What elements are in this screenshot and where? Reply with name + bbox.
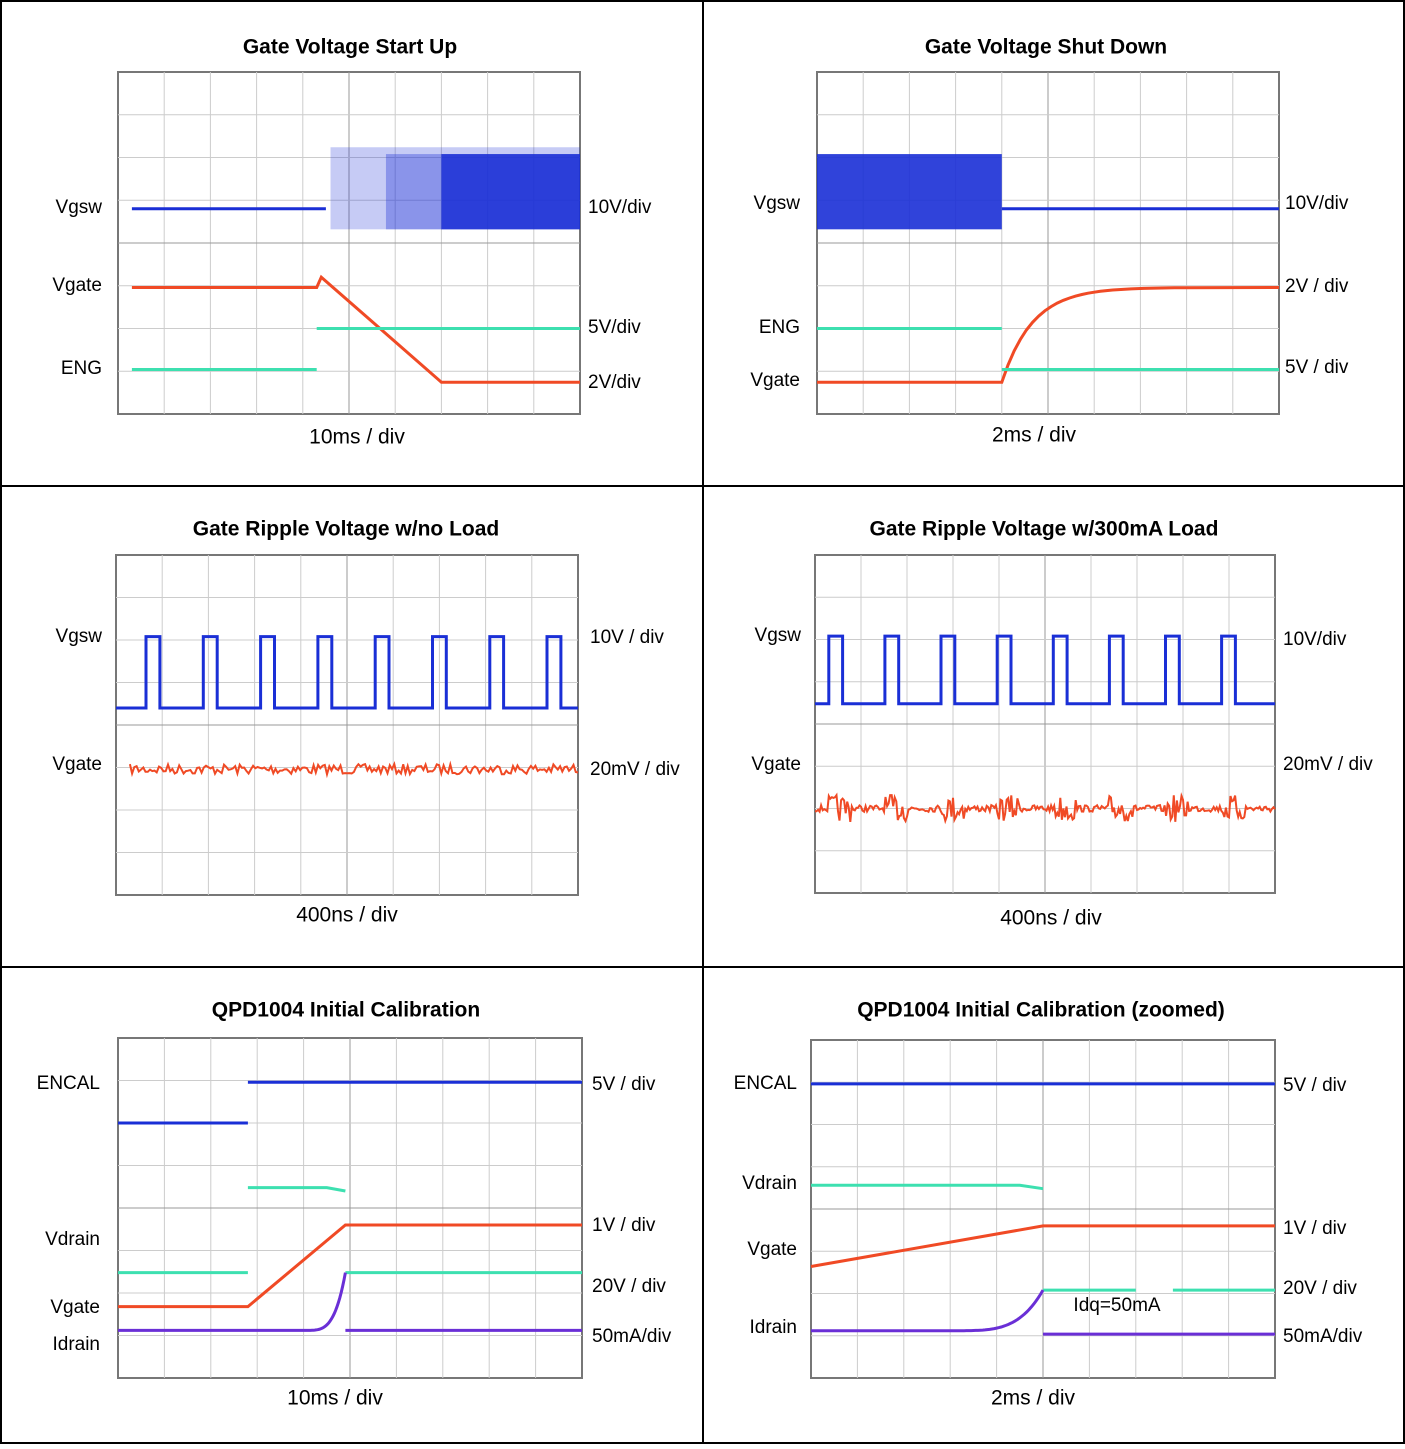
scale-label: 5V / div xyxy=(1285,357,1349,378)
scale-label: 10V/div xyxy=(1285,193,1349,214)
timebase-label: 2ms / div xyxy=(991,1387,1076,1410)
channel-label: Vgate xyxy=(52,754,102,775)
channel-label: Vgsw xyxy=(56,197,103,218)
channel-label: Vgate xyxy=(750,370,800,391)
timebase-label: 2ms / div xyxy=(992,424,1077,447)
panel-title: Gate Voltage Shut Down xyxy=(925,36,1167,59)
figure: Gate Voltage Start Up Vgsw Vgate ENG 10V/div… xyxy=(0,0,1405,1444)
channel-label: Vdrain xyxy=(45,1229,100,1250)
scale-label: 10V/div xyxy=(588,197,652,218)
trace-band xyxy=(441,154,580,229)
channel-label: Vgsw xyxy=(755,625,802,646)
scale-label: 20V / div xyxy=(1283,1278,1357,1299)
scale-label: 1V / div xyxy=(592,1215,656,1236)
trace-band xyxy=(817,154,1002,229)
panel-title: QPD1004 Initial Calibration xyxy=(212,999,480,1022)
channel-label: Vgate xyxy=(747,1239,797,1260)
scope-screen xyxy=(815,555,1275,893)
channel-label: Vgate xyxy=(50,1297,100,1318)
panel-title: Gate Voltage Start Up xyxy=(243,36,457,59)
panel-title: QPD1004 Initial Calibration (zoomed) xyxy=(857,999,1225,1022)
panel-title: Gate Ripple Voltage w/no Load xyxy=(193,518,499,541)
scale-label: 5V / div xyxy=(1283,1075,1347,1096)
channel-label: Idrain xyxy=(749,1317,797,1338)
scope-screen xyxy=(116,555,578,895)
annotation: Idq=50mA xyxy=(1073,1295,1160,1316)
channel-label: Vgate xyxy=(52,275,102,296)
scale-label: 50mA/div xyxy=(1283,1326,1363,1347)
channel-label: ENG xyxy=(61,358,102,379)
timebase-label: 400ns / div xyxy=(296,904,398,927)
scale-label: 50mA/div xyxy=(592,1326,672,1347)
scale-label: 10V/div xyxy=(1283,629,1347,650)
scale-label: 2V / div xyxy=(1285,276,1349,297)
scale-label: 1V / div xyxy=(1283,1218,1347,1239)
scope-screen xyxy=(811,1040,1275,1378)
channel-label: Vgate xyxy=(751,754,801,775)
panel-title: Gate Ripple Voltage w/300mA Load xyxy=(870,518,1219,541)
channel-label: Vdrain xyxy=(742,1173,797,1194)
channel-label: ENCAL xyxy=(734,1073,797,1094)
timebase-label: 10ms / div xyxy=(309,426,405,449)
scale-label: 20V / div xyxy=(592,1276,666,1297)
scale-label: 5V/div xyxy=(588,317,641,338)
scale-label: 2V/div xyxy=(588,372,641,393)
scale-label: 20mV / div xyxy=(590,759,680,780)
scope-screen xyxy=(118,1038,582,1378)
channel-label: ENCAL xyxy=(37,1073,100,1094)
scope-screen xyxy=(118,72,580,414)
channel-label: Vgsw xyxy=(56,626,103,647)
scale-label: 5V / div xyxy=(592,1074,656,1095)
scope-screen xyxy=(817,72,1279,414)
channel-label: ENG xyxy=(759,317,800,338)
channel-label: Idrain xyxy=(52,1334,100,1355)
scale-label: 20mV / div xyxy=(1283,754,1373,775)
timebase-label: 10ms / div xyxy=(287,1387,383,1410)
timebase-label: 400ns / div xyxy=(1000,907,1102,930)
channel-label: Vgsw xyxy=(754,193,801,214)
scale-label: 10V / div xyxy=(590,627,664,648)
